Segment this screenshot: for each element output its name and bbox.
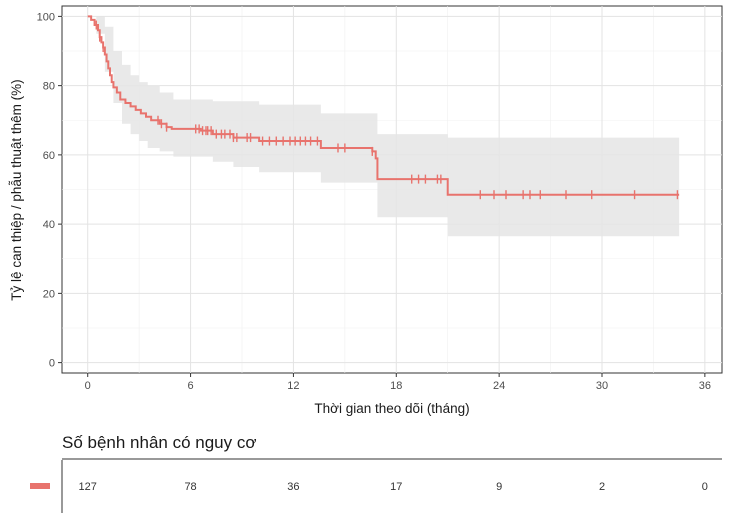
risk-value: 127	[79, 481, 97, 493]
y-tick-label: 20	[43, 288, 55, 300]
y-tick-label: 100	[37, 11, 55, 23]
x-tick-label: 24	[493, 380, 505, 392]
y-axis-title: Tỷ lệ can thiệp / phẫu thuật thêm (%)	[9, 79, 24, 300]
risk-table-values: 127 78 36 17 9 2 0	[79, 481, 708, 493]
x-tick-label: 36	[699, 380, 711, 392]
x-tick-label: 30	[596, 380, 608, 392]
risk-value: 36	[287, 481, 299, 493]
risk-table-title: Số bệnh nhân có nguy cơ	[62, 433, 257, 452]
x-tick-label: 0	[85, 380, 91, 392]
y-tick-label: 40	[43, 219, 55, 231]
ci-band	[87, 16, 680, 237]
x-tick-label: 6	[188, 380, 194, 392]
x-axis-title: Thời gian theo dõi (tháng)	[314, 401, 469, 416]
risk-value: 2	[599, 481, 605, 493]
x-tick-label: 12	[287, 380, 299, 392]
y-tick-label: 0	[49, 358, 55, 370]
censor-marks	[95, 20, 679, 200]
risk-value: 78	[184, 481, 196, 493]
confidence-band	[87, 16, 680, 237]
y-tick-label: 80	[43, 81, 55, 93]
risk-value: 17	[390, 481, 402, 493]
x-tick-label: 18	[390, 380, 402, 392]
risk-value: 0	[702, 481, 708, 493]
risk-value: 9	[496, 481, 502, 493]
risk-table-legend-key	[30, 483, 50, 489]
y-tick-label: 60	[43, 150, 55, 162]
axes: 0 6 12 18 24 30 36 0 20 40 60 80 100	[37, 11, 711, 392]
